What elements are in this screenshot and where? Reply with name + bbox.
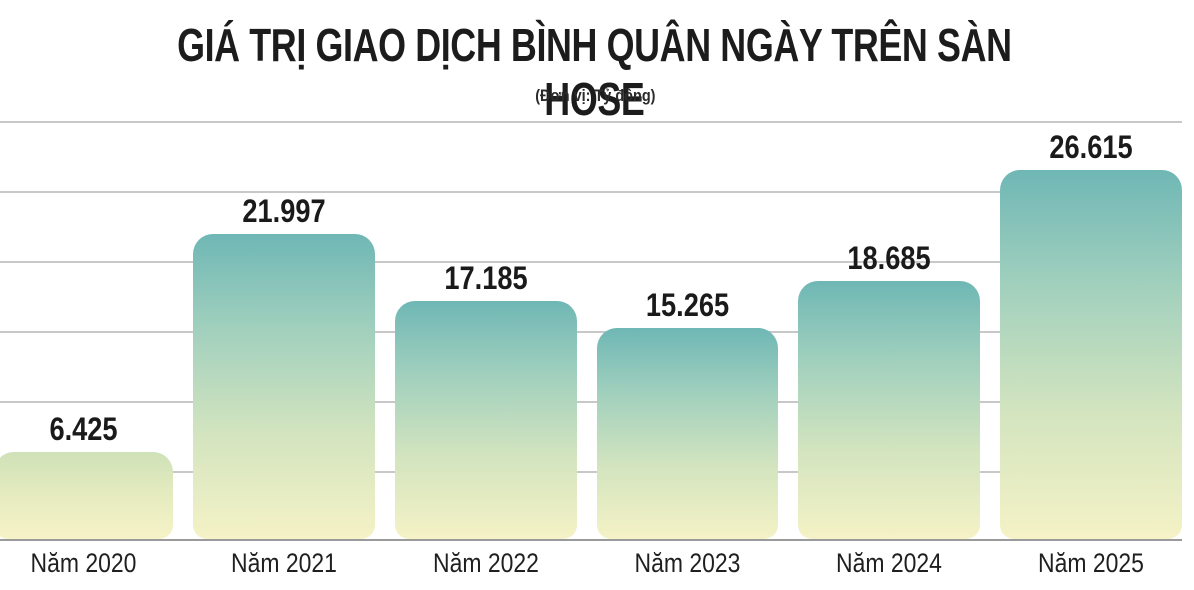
gridline: [0, 261, 1182, 263]
gridline: [0, 191, 1182, 193]
category-label-2025: Năm 2025: [1038, 548, 1144, 578]
bar-2025: [1000, 170, 1182, 539]
category-label-2021: Năm 2021: [231, 548, 337, 578]
category-label-2020: Năm 2020: [30, 548, 137, 578]
gridline: [0, 121, 1182, 123]
value-label-2023: 15.265: [645, 287, 730, 323]
chart-title: GIÁ TRỊ GIAO DỊCH BÌNH QUÂN NGÀY TRÊN SÀ…: [177, 19, 1012, 125]
gridline: [0, 471, 1182, 473]
value-label-2025: 26.615: [1049, 129, 1133, 165]
category-label-2022: Năm 2022: [433, 548, 539, 578]
baseline: [0, 539, 1182, 541]
category-label-2023: Năm 2023: [634, 548, 741, 578]
value-label-2022: 17.185: [444, 260, 528, 296]
bar-2020: [0, 452, 173, 539]
gridline: [0, 401, 1182, 403]
bar-2024: [798, 281, 980, 539]
category-label-2024: Năm 2024: [836, 548, 942, 578]
value-label-2024: 18.685: [847, 240, 931, 276]
chart-subtitle: (Đơn vị: Tỷ đồng): [535, 86, 656, 105]
value-label-2020: 6.425: [49, 411, 118, 447]
gridline: [0, 331, 1182, 333]
value-label-2021: 21.997: [242, 193, 326, 229]
bar-2023: [597, 328, 778, 539]
bar-2022: [395, 301, 577, 539]
bar-2021: [193, 234, 375, 539]
